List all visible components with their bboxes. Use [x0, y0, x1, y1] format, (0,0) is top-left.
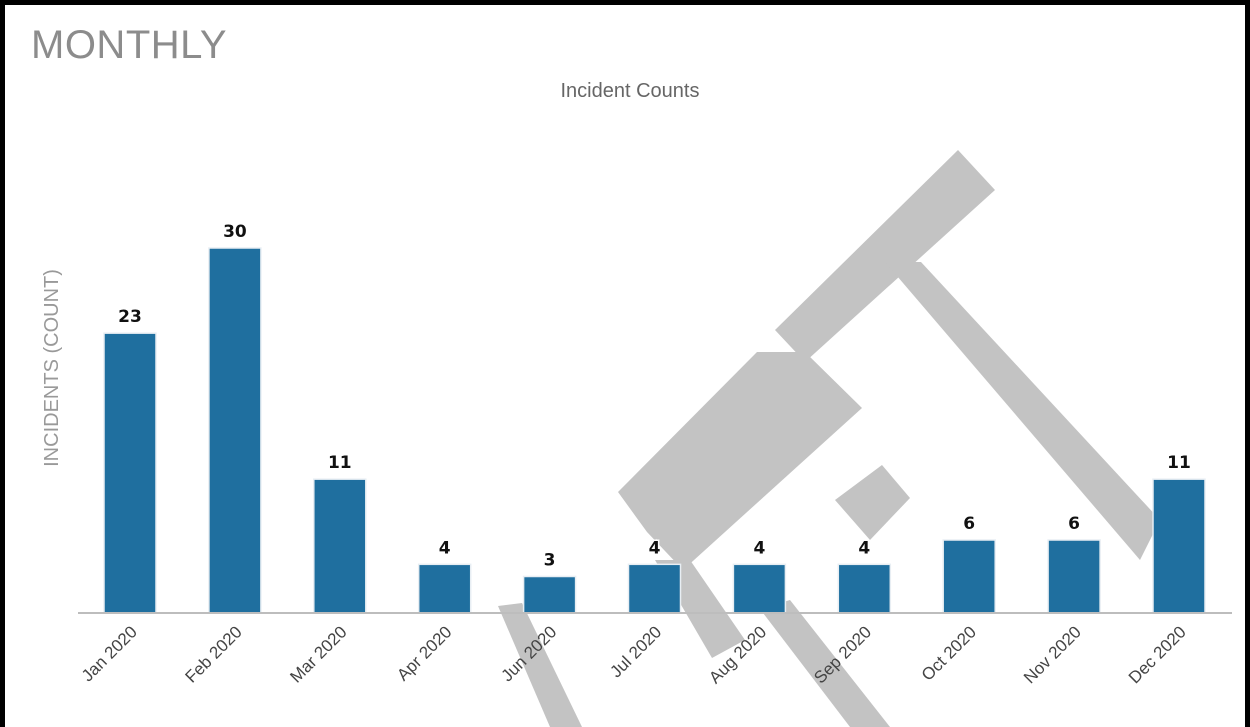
x-tick-label-5: Jul 2020: [606, 622, 665, 681]
x-tick-label-10: Dec 2020: [1125, 622, 1190, 687]
bar-7: [837, 563, 892, 614]
bar-0: [103, 332, 157, 614]
section-heading: MONTHLY: [31, 23, 228, 67]
x-tick-label-9: Nov 2020: [1020, 622, 1085, 687]
x-tick-label-0: Jan 2020: [78, 622, 141, 685]
x-axis-ticks: Jan 2020 Feb 2020 Mar 2020 Apr 2020 Jun 2020…: [78, 622, 1190, 687]
bar-series: 23 30 11 4 3 4 4 4 6 6 11: [103, 221, 1206, 614]
bar-3: [417, 563, 472, 614]
bar-6: [732, 563, 787, 614]
data-label-1: 30: [223, 222, 247, 242]
x-tick-label-3: Apr 2020: [393, 622, 455, 684]
data-label-5: 4: [649, 538, 661, 558]
y-axis-label: INCIDENTS (COUNT): [41, 269, 63, 467]
data-label-10: 11: [1167, 453, 1191, 473]
data-label-9: 6: [1068, 514, 1080, 534]
bar-1: [208, 247, 262, 614]
bar-5: [627, 563, 682, 614]
data-label-4: 3: [544, 551, 556, 571]
x-tick-label-1: Feb 2020: [181, 622, 245, 686]
data-label-0: 23: [118, 307, 142, 327]
bar-4: [522, 575, 577, 614]
data-label-3: 4: [439, 538, 451, 558]
data-label-6: 4: [753, 538, 765, 558]
data-label-2: 11: [328, 453, 352, 473]
x-tick-label-8: Oct 2020: [918, 622, 980, 684]
data-label-8: 6: [963, 514, 975, 534]
bar-9: [1047, 539, 1101, 614]
x-tick-label-2: Mar 2020: [286, 622, 350, 686]
bar-2: [313, 478, 367, 614]
chart-title: Incident Counts: [561, 80, 700, 102]
bar-10: [1152, 478, 1206, 614]
bar-8: [942, 539, 996, 614]
data-label-7: 4: [858, 538, 870, 558]
